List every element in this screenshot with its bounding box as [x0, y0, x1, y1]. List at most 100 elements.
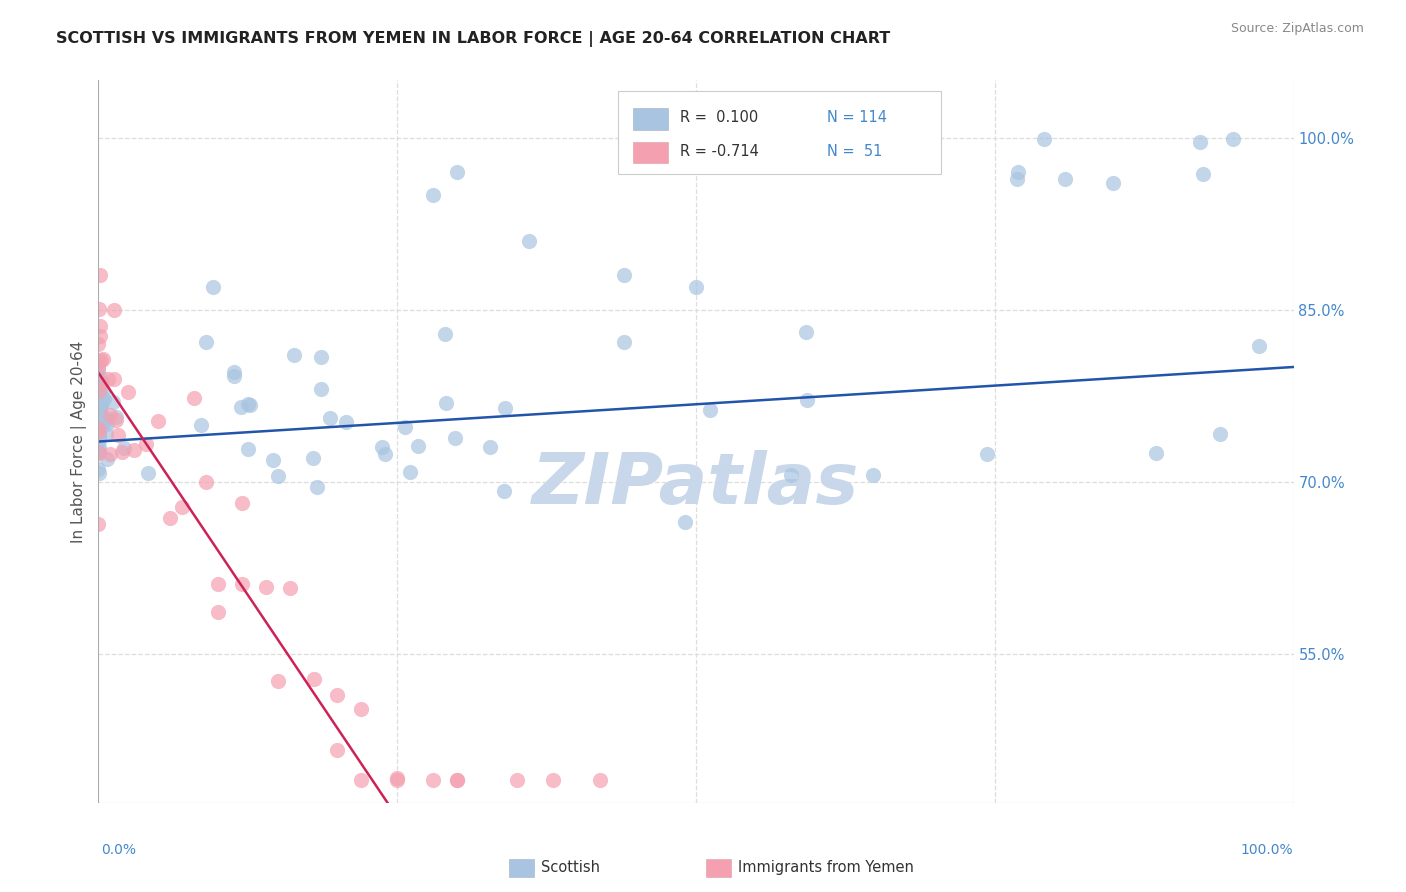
Point — [335, 415, 357, 429]
Point — [103, 371, 125, 385]
Point — [201, 280, 224, 294]
Point — [976, 447, 998, 461]
Point — [87, 393, 110, 408]
Point — [371, 440, 394, 454]
Text: 100.0%: 100.0% — [1241, 843, 1294, 857]
Point — [796, 393, 818, 408]
Point — [87, 394, 110, 409]
Point — [87, 428, 110, 442]
Bar — [633, 109, 668, 130]
Point — [238, 397, 260, 411]
Point — [231, 577, 253, 591]
Point — [87, 388, 110, 402]
Point — [612, 334, 634, 349]
Point — [87, 361, 110, 376]
Point — [207, 576, 229, 591]
Point — [94, 415, 117, 429]
Point — [517, 234, 540, 248]
Point — [89, 416, 111, 430]
Point — [183, 391, 205, 405]
Point — [794, 325, 817, 339]
Point — [87, 415, 110, 429]
Text: Source: ZipAtlas.com: Source: ZipAtlas.com — [1230, 22, 1364, 36]
Point — [446, 165, 468, 179]
Point — [90, 375, 112, 389]
Point — [194, 334, 217, 349]
Point — [159, 510, 181, 524]
Point — [93, 351, 115, 366]
Point — [222, 368, 245, 383]
Point — [195, 475, 218, 489]
Point — [309, 382, 332, 396]
Text: N = 114: N = 114 — [827, 111, 887, 126]
Point — [87, 410, 110, 425]
Point — [394, 419, 416, 434]
Point — [107, 427, 129, 442]
Point — [267, 469, 290, 483]
Text: R = -0.714: R = -0.714 — [681, 144, 759, 159]
Point — [1053, 172, 1076, 186]
Point — [229, 400, 252, 414]
Point — [89, 401, 111, 415]
Point — [1032, 132, 1054, 146]
Point — [101, 394, 124, 409]
Point — [685, 279, 707, 293]
Point — [541, 772, 564, 787]
Point — [87, 417, 110, 431]
Bar — [633, 142, 668, 163]
Point — [117, 384, 139, 399]
Point — [399, 465, 422, 479]
Point — [305, 480, 328, 494]
Point — [434, 396, 457, 410]
Point — [87, 375, 110, 389]
Point — [87, 418, 110, 433]
Point — [207, 605, 229, 619]
Y-axis label: In Labor Force | Age 20-64: In Labor Force | Age 20-64 — [72, 341, 87, 542]
Point — [172, 500, 194, 514]
Point — [89, 418, 111, 433]
Point — [326, 743, 349, 757]
Point — [90, 353, 112, 368]
Point — [779, 468, 801, 483]
Point — [302, 673, 325, 687]
Text: R =  0.100: R = 0.100 — [681, 111, 759, 126]
Text: 0.0%: 0.0% — [101, 843, 136, 857]
Point — [89, 401, 111, 415]
Point — [190, 418, 212, 433]
Point — [278, 581, 301, 595]
Point — [231, 496, 253, 510]
Point — [1188, 136, 1211, 150]
Point — [89, 413, 111, 427]
Point — [326, 688, 349, 702]
Point — [97, 372, 120, 386]
Point — [309, 350, 332, 364]
Point — [492, 484, 515, 499]
Text: ZIPatlas: ZIPatlas — [533, 450, 859, 519]
Point — [96, 451, 118, 466]
Point — [89, 446, 111, 460]
Point — [87, 402, 110, 417]
Point — [1247, 339, 1270, 353]
Point — [103, 302, 125, 317]
Point — [1101, 176, 1123, 190]
Text: Immigrants from Yemen: Immigrants from Yemen — [738, 861, 914, 875]
Point — [673, 515, 696, 529]
Point — [91, 384, 114, 398]
Point — [422, 188, 444, 202]
Point — [87, 421, 110, 435]
Point — [374, 446, 396, 460]
Point — [87, 462, 110, 476]
Point — [1222, 132, 1244, 146]
Point — [239, 398, 262, 412]
Point — [89, 420, 111, 434]
Point — [89, 268, 111, 283]
Point — [87, 337, 110, 351]
Point — [124, 442, 146, 457]
Point — [1005, 172, 1028, 186]
Point — [89, 426, 111, 441]
Point — [112, 442, 135, 456]
Point — [87, 360, 110, 375]
Point — [87, 384, 110, 398]
Point — [148, 414, 170, 428]
Point — [135, 436, 157, 450]
